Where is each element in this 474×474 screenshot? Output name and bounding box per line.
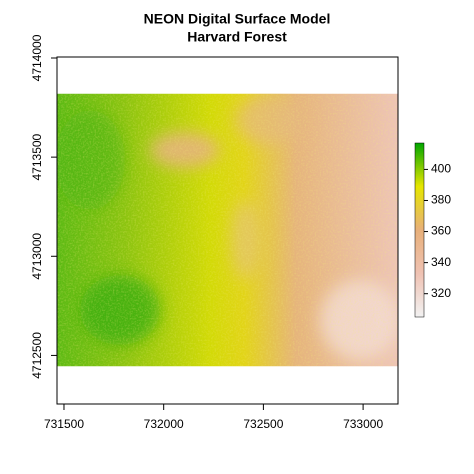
y-tick-label: 4713000: [30, 233, 44, 280]
raster-noise: [57, 93, 398, 367]
x-tick-label: 732500: [243, 417, 283, 431]
chart-title: NEON Digital Surface Model: [144, 11, 331, 27]
color-bar: [414, 142, 425, 318]
color-bar-label: 320: [431, 286, 451, 300]
color-bar-label: 360: [431, 224, 451, 238]
color-bar-label: 400: [431, 162, 451, 176]
x-tick-label: 733000: [343, 417, 383, 431]
y-tick-label: 4712500: [30, 332, 44, 379]
x-tick-label: 731500: [44, 417, 84, 431]
raster-layer: [57, 93, 398, 367]
x-tick-label: 732000: [144, 417, 184, 431]
y-tick-label: 4713500: [30, 133, 44, 180]
chart-subtitle: Harvard Forest: [187, 29, 287, 45]
color-bar-label: 380: [431, 193, 451, 207]
y-tick-label: 4714000: [30, 34, 44, 81]
color-bar-label: 340: [431, 255, 451, 269]
